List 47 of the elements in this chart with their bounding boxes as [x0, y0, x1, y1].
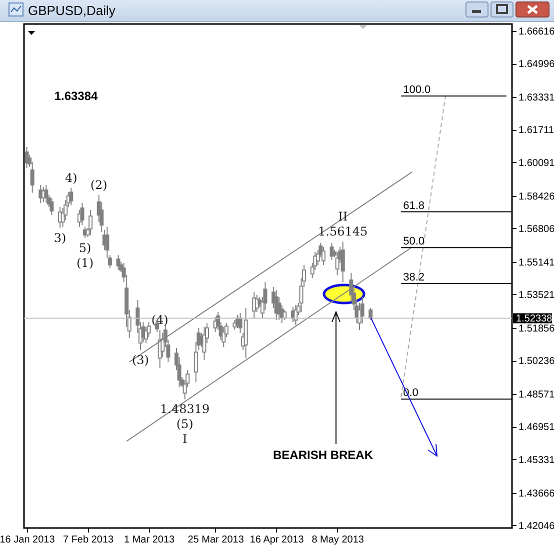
- annotation: (4): [151, 312, 168, 327]
- series-label: 61.8: [403, 200, 425, 212]
- y-tick-label: 1.63331: [518, 92, 554, 104]
- y-tick-label: 1.45331: [518, 454, 554, 466]
- chart-title: GBPUSD,Daily: [28, 3, 116, 18]
- candlestick: [69, 188, 74, 206]
- x-tick-label: 16 Jan 2013: [0, 534, 56, 546]
- annotation: (1): [76, 256, 94, 270]
- series-label: 50.0: [403, 236, 425, 248]
- candlestick: [30, 161, 34, 194]
- x-tick-label: 1 Mar 2013: [124, 534, 175, 546]
- candlestick: [116, 254, 120, 270]
- candlestick: [88, 209, 93, 236]
- y-tick-label: 1.64996: [518, 59, 554, 70]
- y-tick-label: 1.46951: [518, 422, 554, 434]
- annotation: I: [182, 432, 188, 446]
- y-tick-label: 1.66616: [518, 26, 554, 38]
- annotation: 4): [64, 171, 78, 186]
- y-tick-label: 1.42046: [518, 520, 554, 532]
- y-tick-label: 1.61711: [518, 125, 554, 136]
- series-label: 100.0: [403, 84, 431, 96]
- annotation: (2): [90, 178, 108, 192]
- y-tick-label: 1.53521: [518, 290, 554, 301]
- y-tick-label: 1.43666: [518, 488, 554, 500]
- annotation: (5): [176, 417, 194, 432]
- y-tick-label: 1.56806: [518, 224, 554, 235]
- series-label: 38.2: [403, 271, 425, 284]
- annotation: BEARISH BREAK: [272, 448, 374, 462]
- x-tick-label: 8 May 2013: [312, 534, 364, 546]
- y-tick-label: 1.48571: [518, 390, 554, 401]
- annotation: 5): [78, 240, 92, 255]
- annotation: 3): [54, 230, 66, 245]
- candlestick: [50, 197, 54, 216]
- y-tick-label: 1.50236: [518, 356, 554, 368]
- annotation: 1.63384: [54, 89, 98, 103]
- candlestick: [80, 202, 84, 226]
- x-tick-label: 25 Mar 2013: [188, 534, 244, 546]
- y-tick-label: 1.55141: [518, 257, 554, 268]
- x-tick-label: 7 Feb 2013: [62, 534, 114, 546]
- y-tick-label: 1.51856: [518, 324, 554, 335]
- x-tick-label: 16 Apr 2013: [250, 534, 304, 546]
- y-tick-label: 1.60091: [518, 158, 554, 169]
- annotation: (3): [132, 353, 149, 368]
- candlestick: [368, 308, 373, 321]
- y-tick-label: 1.58426: [518, 191, 554, 202]
- candlestick: [222, 326, 226, 348]
- ref-line-label: 1.52338: [516, 313, 553, 324]
